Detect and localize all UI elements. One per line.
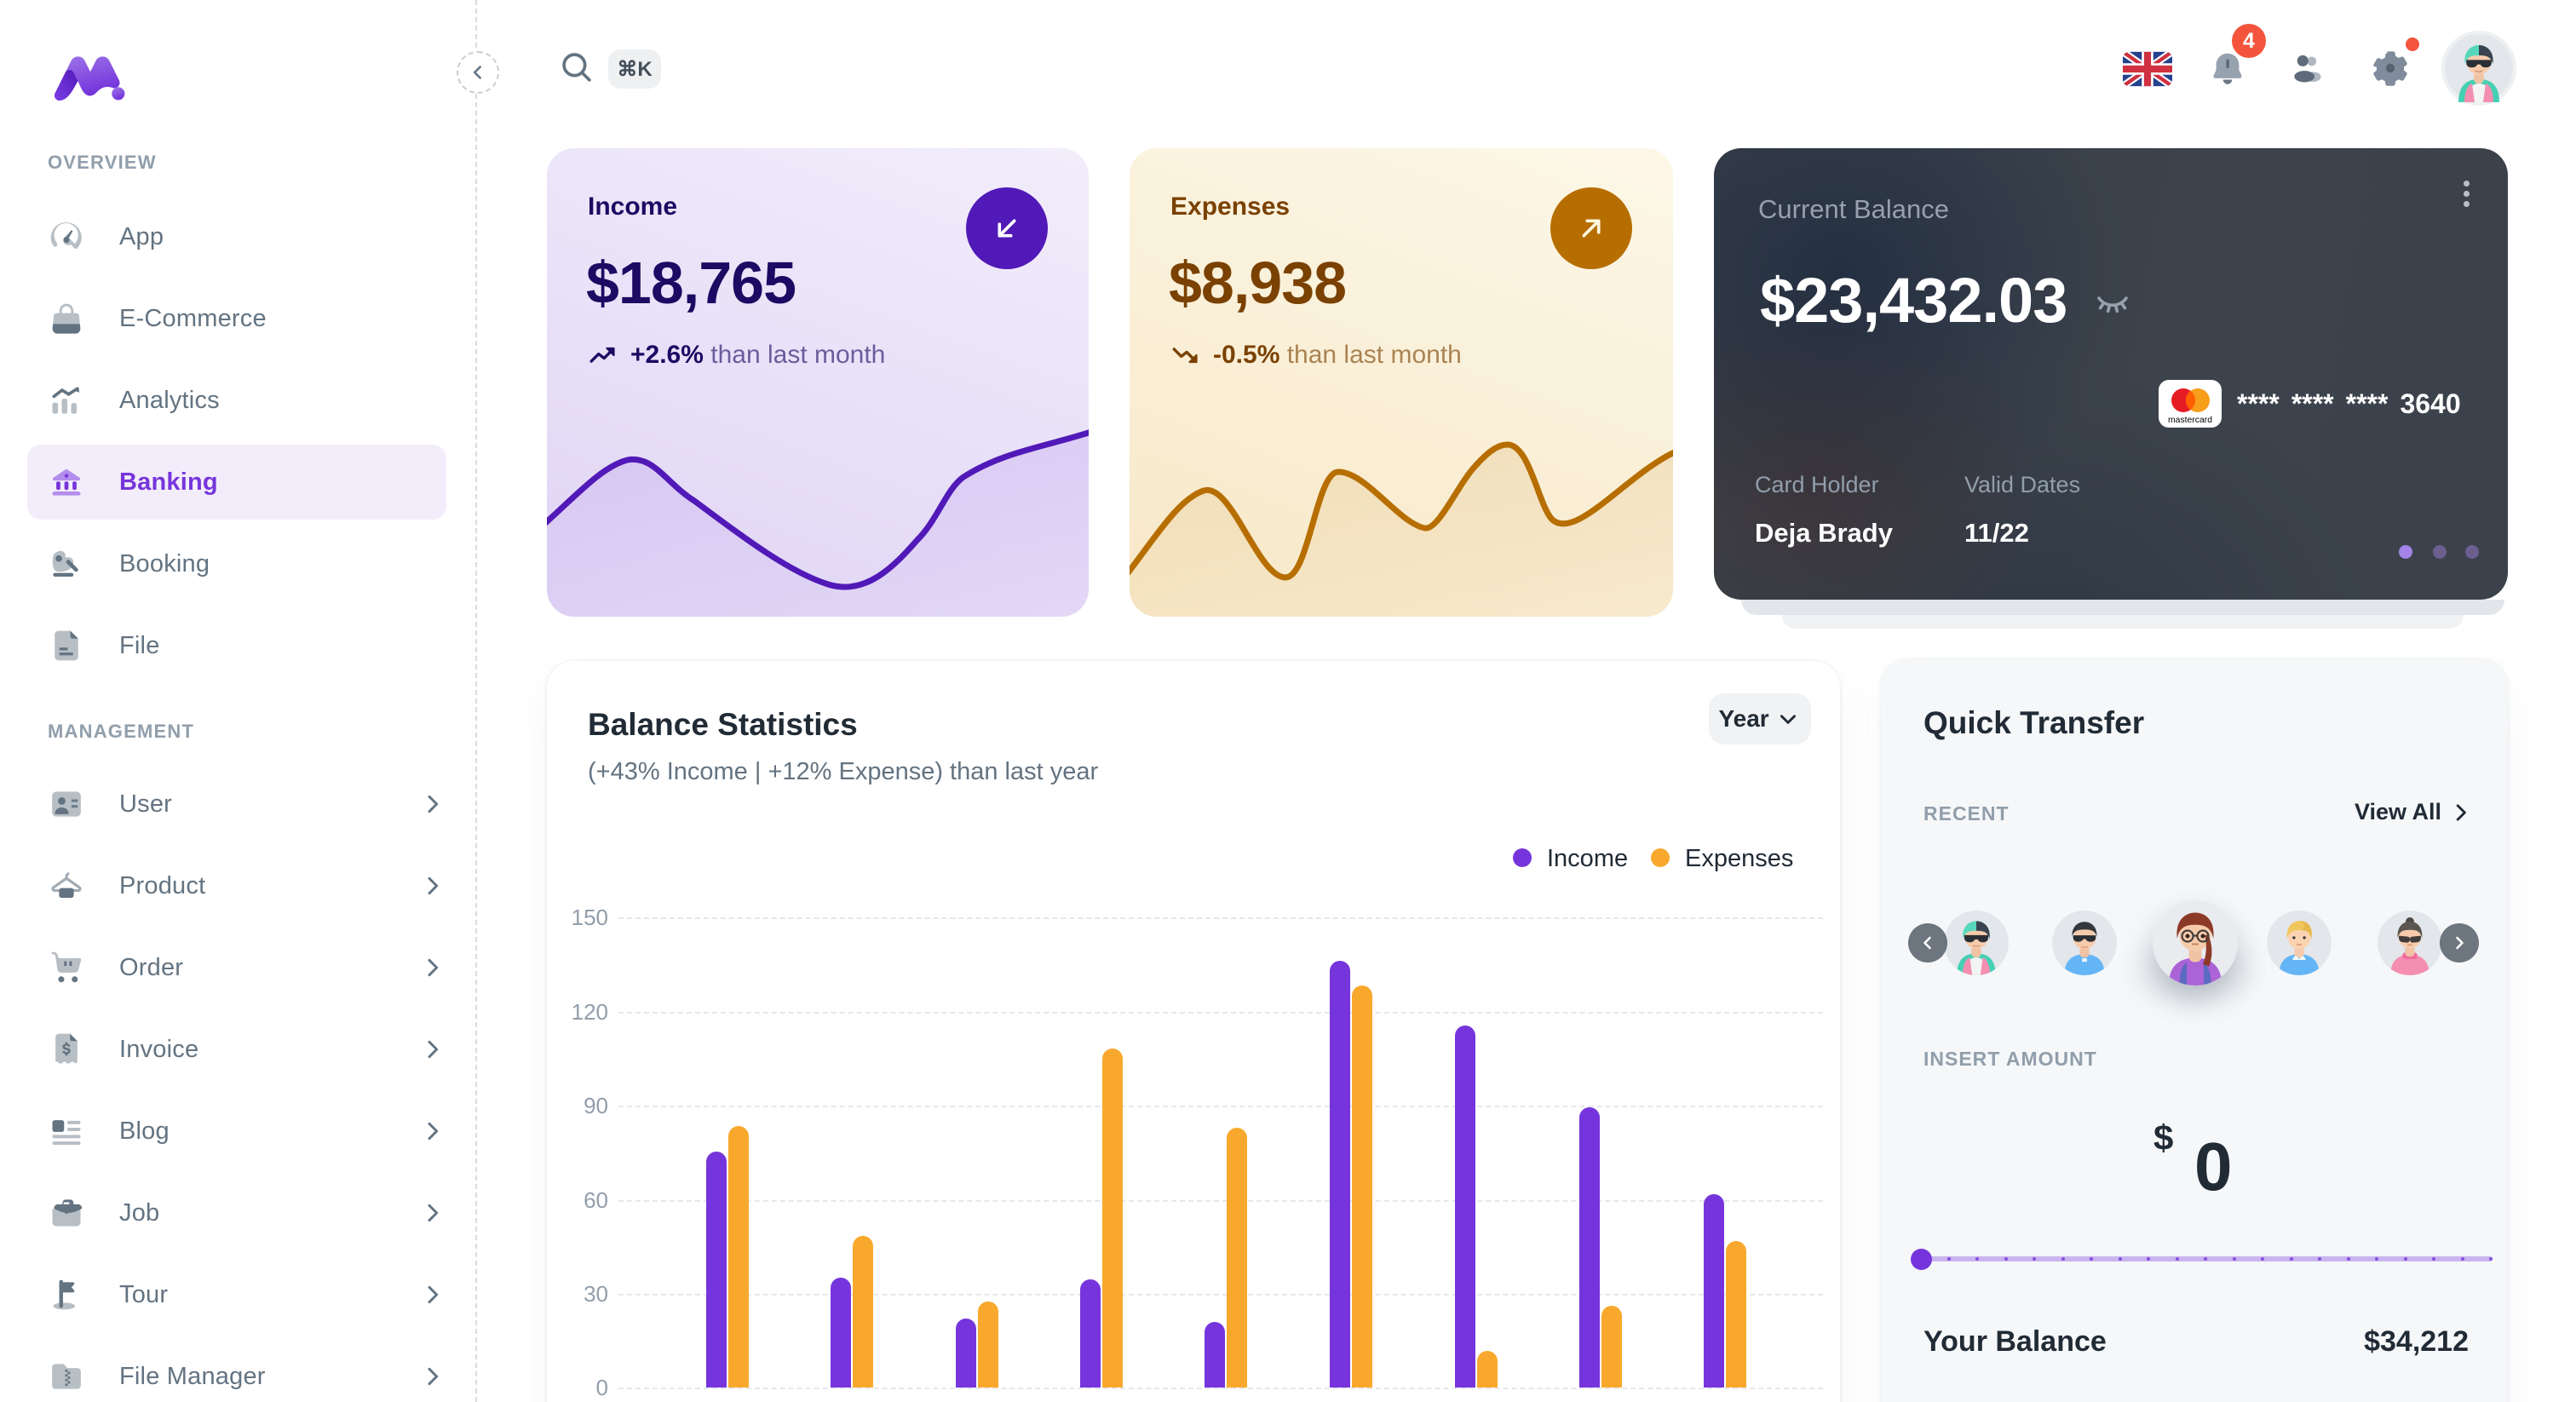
svg-text:mastercard: mastercard xyxy=(2168,416,2212,425)
